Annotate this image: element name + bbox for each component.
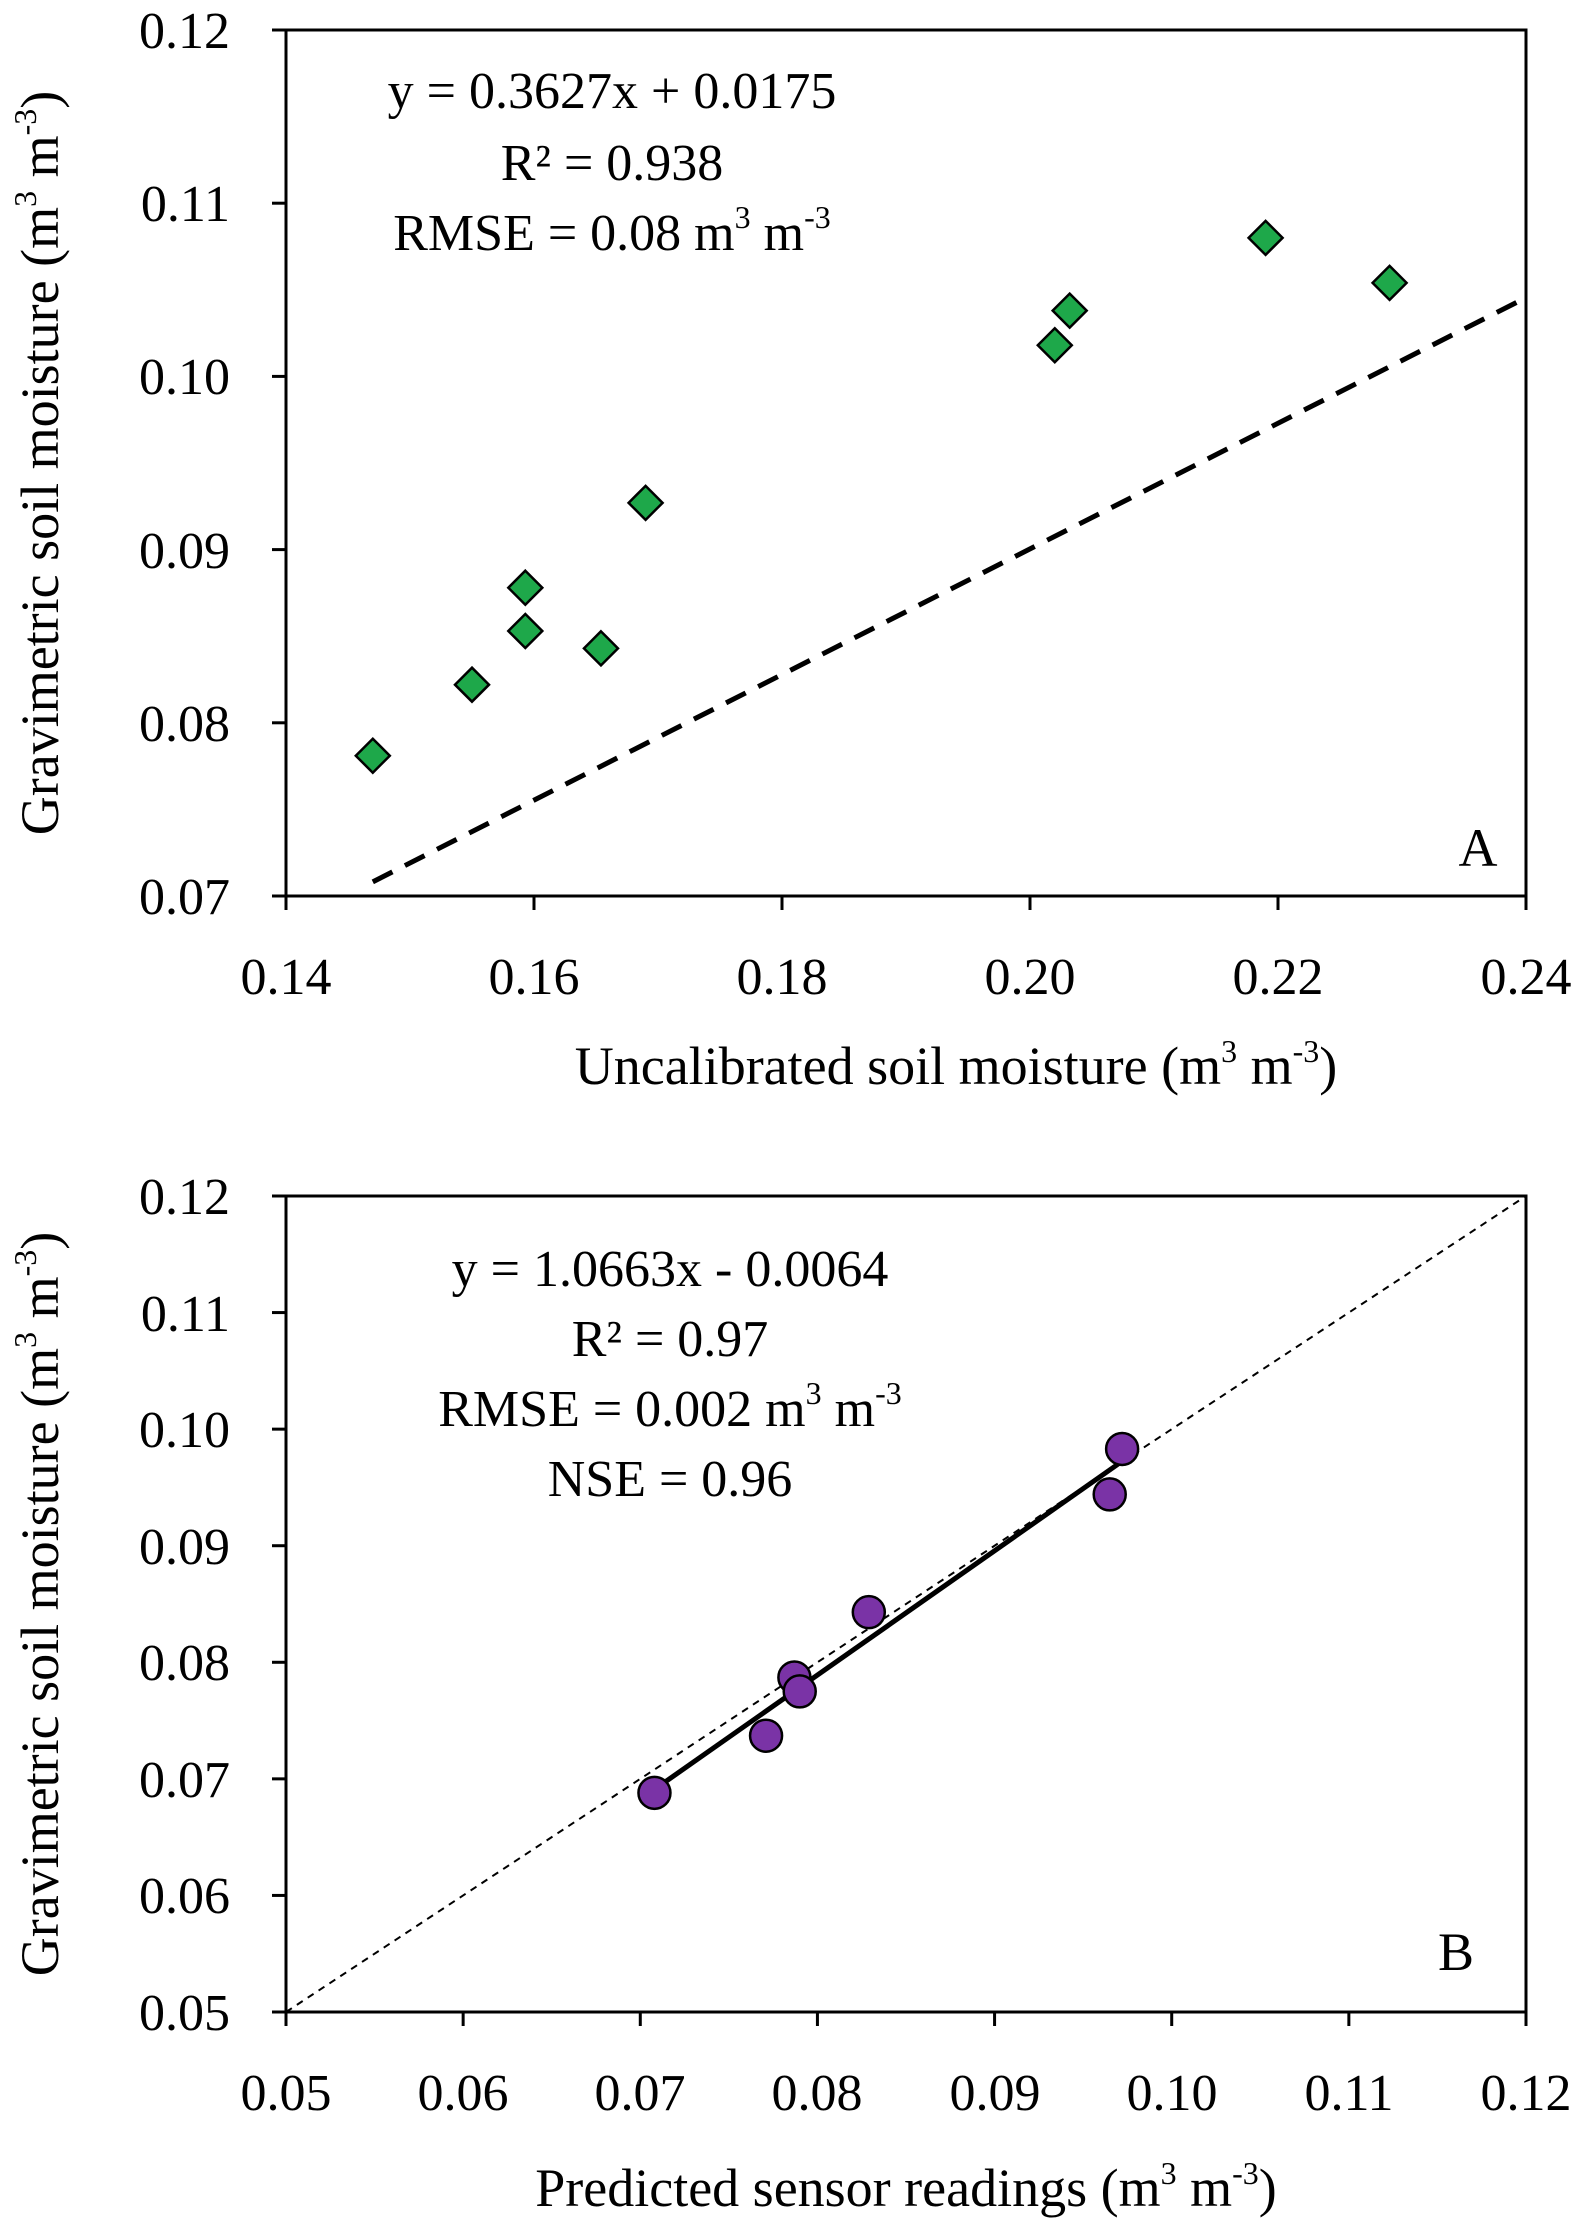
panel-a-x-tick-label: 0.18 — [737, 949, 828, 1006]
panel-a-rmse: RMSE = 0.08 m3 m-3 — [393, 199, 831, 262]
panel-a-data-point — [1246, 219, 1285, 257]
panel-a-y-axis-label: Gravimetric soil moisture (m3 m-3) — [7, 91, 70, 836]
panel-a-y-ticks: 0.07 0.08 0.09 0.10 0.11 0.12 — [139, 3, 230, 926]
panel-a-data-point — [506, 568, 545, 607]
panel-b-y-tick-label: 0.12 — [139, 1169, 230, 1226]
panel-a-data-point — [506, 612, 545, 650]
panel-a-data-point — [1050, 291, 1089, 330]
panel-a-y-tick-label: 0.10 — [139, 349, 230, 406]
panel-a-x-ticks: 0.14 0.16 0.18 0.20 0.22 0.24 — [241, 949, 1572, 1006]
panel-b-label: B — [1438, 1922, 1474, 1982]
panel-b-x-tick-label: 0.08 — [772, 2065, 863, 2122]
panel-a-y-tick-label: 0.11 — [141, 176, 230, 233]
panel-a-regression-equation: y = 0.3627x + 0.0175 — [388, 63, 837, 120]
panel-b-x-axis-label: Predicted sensor readings (m3 m-3) — [535, 2155, 1276, 2218]
panel-b-marks — [272, 1194, 1528, 2026]
panel-b-regression-equation: y = 1.0663x - 0.0064 — [452, 1241, 889, 1298]
panel-b-data-point — [1104, 1431, 1140, 1467]
panel-a-x-tick-label: 0.24 — [1481, 949, 1572, 1006]
panel-a-data-point — [582, 629, 620, 668]
panel-a-y-tick-label: 0.09 — [139, 523, 230, 580]
panel-b-y-ticks: 0.05 0.06 0.07 0.08 0.09 0.10 0.11 0.12 — [139, 1169, 230, 2042]
panel-a-trendline — [371, 295, 1528, 885]
panel-b-data-point — [748, 1718, 784, 1753]
panel-a-x-axis-label: Uncalibrated soil moisture (m3 m-3) — [575, 1033, 1338, 1096]
panel-b-x-tick-label: 0.07 — [595, 2065, 686, 2122]
panel-a-plot-frame — [284, 28, 1528, 898]
panel-a-marks — [272, 28, 1528, 910]
panel-b-data-point — [637, 1775, 672, 1811]
panel-b-plot-frame — [284, 1194, 1528, 2014]
panel-a-y-tick-label: 0.08 — [139, 696, 230, 753]
panel-b-x-tick-label: 0.05 — [241, 2065, 332, 2122]
panel-b-data-point — [851, 1594, 887, 1630]
panel-a-data-point — [1370, 264, 1409, 302]
panel-a-x-tick-label: 0.22 — [1233, 949, 1324, 1006]
panel-b-x-tick-label: 0.09 — [950, 2065, 1041, 2122]
panel-a-data-point — [453, 665, 491, 704]
panel-b-x-tick-label: 0.11 — [1304, 2065, 1393, 2122]
panel-b-annotations: y = 1.0663x - 0.0064 R² = 0.97 RMSE = 0.… — [438, 1241, 902, 1508]
panel-b-data-point — [1092, 1477, 1127, 1512]
panel-b-y-axis-label: Gravimetric soil moisture (m3 m-3) — [7, 1232, 70, 1977]
panel-a: 0.14 0.16 0.18 0.20 0.22 0.24 0.07 0.08 … — [7, 3, 1572, 1096]
panel-b-r-squared: R² = 0.97 — [572, 1311, 769, 1368]
panel-a-data-point — [626, 484, 665, 522]
panel-b-y-tick-label: 0.11 — [141, 1286, 230, 1343]
panel-b-one-to-one-line — [285, 1195, 1527, 2013]
panel-b: 0.05 0.06 0.07 0.08 0.09 0.10 0.11 0.12 … — [7, 1169, 1572, 2218]
panel-a-y-tick-label: 0.12 — [139, 3, 230, 60]
panel-a-x-tick-label: 0.16 — [489, 949, 580, 1006]
panel-b-y-tick-label: 0.08 — [139, 1635, 230, 1692]
panel-b-x-ticks: 0.05 0.06 0.07 0.08 0.09 0.10 0.11 0.12 — [241, 2065, 1572, 2122]
panel-b-x-tick-label: 0.10 — [1127, 2065, 1218, 2122]
panel-b-nse: NSE = 0.96 — [548, 1451, 793, 1508]
panel-a-y-tick-label: 0.07 — [139, 869, 230, 926]
panel-a-data-point — [1036, 326, 1074, 364]
panel-b-data-point — [782, 1674, 817, 1709]
panel-b-y-tick-label: 0.10 — [139, 1402, 230, 1459]
panel-a-x-tick-label: 0.20 — [985, 949, 1076, 1006]
panel-b-y-tick-label: 0.05 — [139, 1985, 230, 2042]
panel-a-data-point — [354, 736, 392, 775]
panel-b-x-tick-label: 0.06 — [418, 2065, 509, 2122]
panel-a-label: A — [1459, 818, 1498, 878]
panel-a-x-tick-label: 0.14 — [241, 949, 332, 1006]
panel-b-trendline — [653, 1459, 1124, 1792]
panel-b-y-tick-label: 0.07 — [139, 1752, 230, 1809]
panel-b-y-tick-label: 0.06 — [139, 1868, 230, 1925]
panel-a-r-squared: R² = 0.938 — [501, 135, 724, 192]
panel-b-rmse: RMSE = 0.002 m3 m-3 — [438, 1375, 902, 1438]
panel-b-y-tick-label: 0.09 — [139, 1519, 230, 1576]
panel-b-x-tick-label: 0.12 — [1481, 2065, 1572, 2122]
panel-a-annotations: y = 0.3627x + 0.0175 R² = 0.938 RMSE = 0… — [388, 63, 837, 262]
